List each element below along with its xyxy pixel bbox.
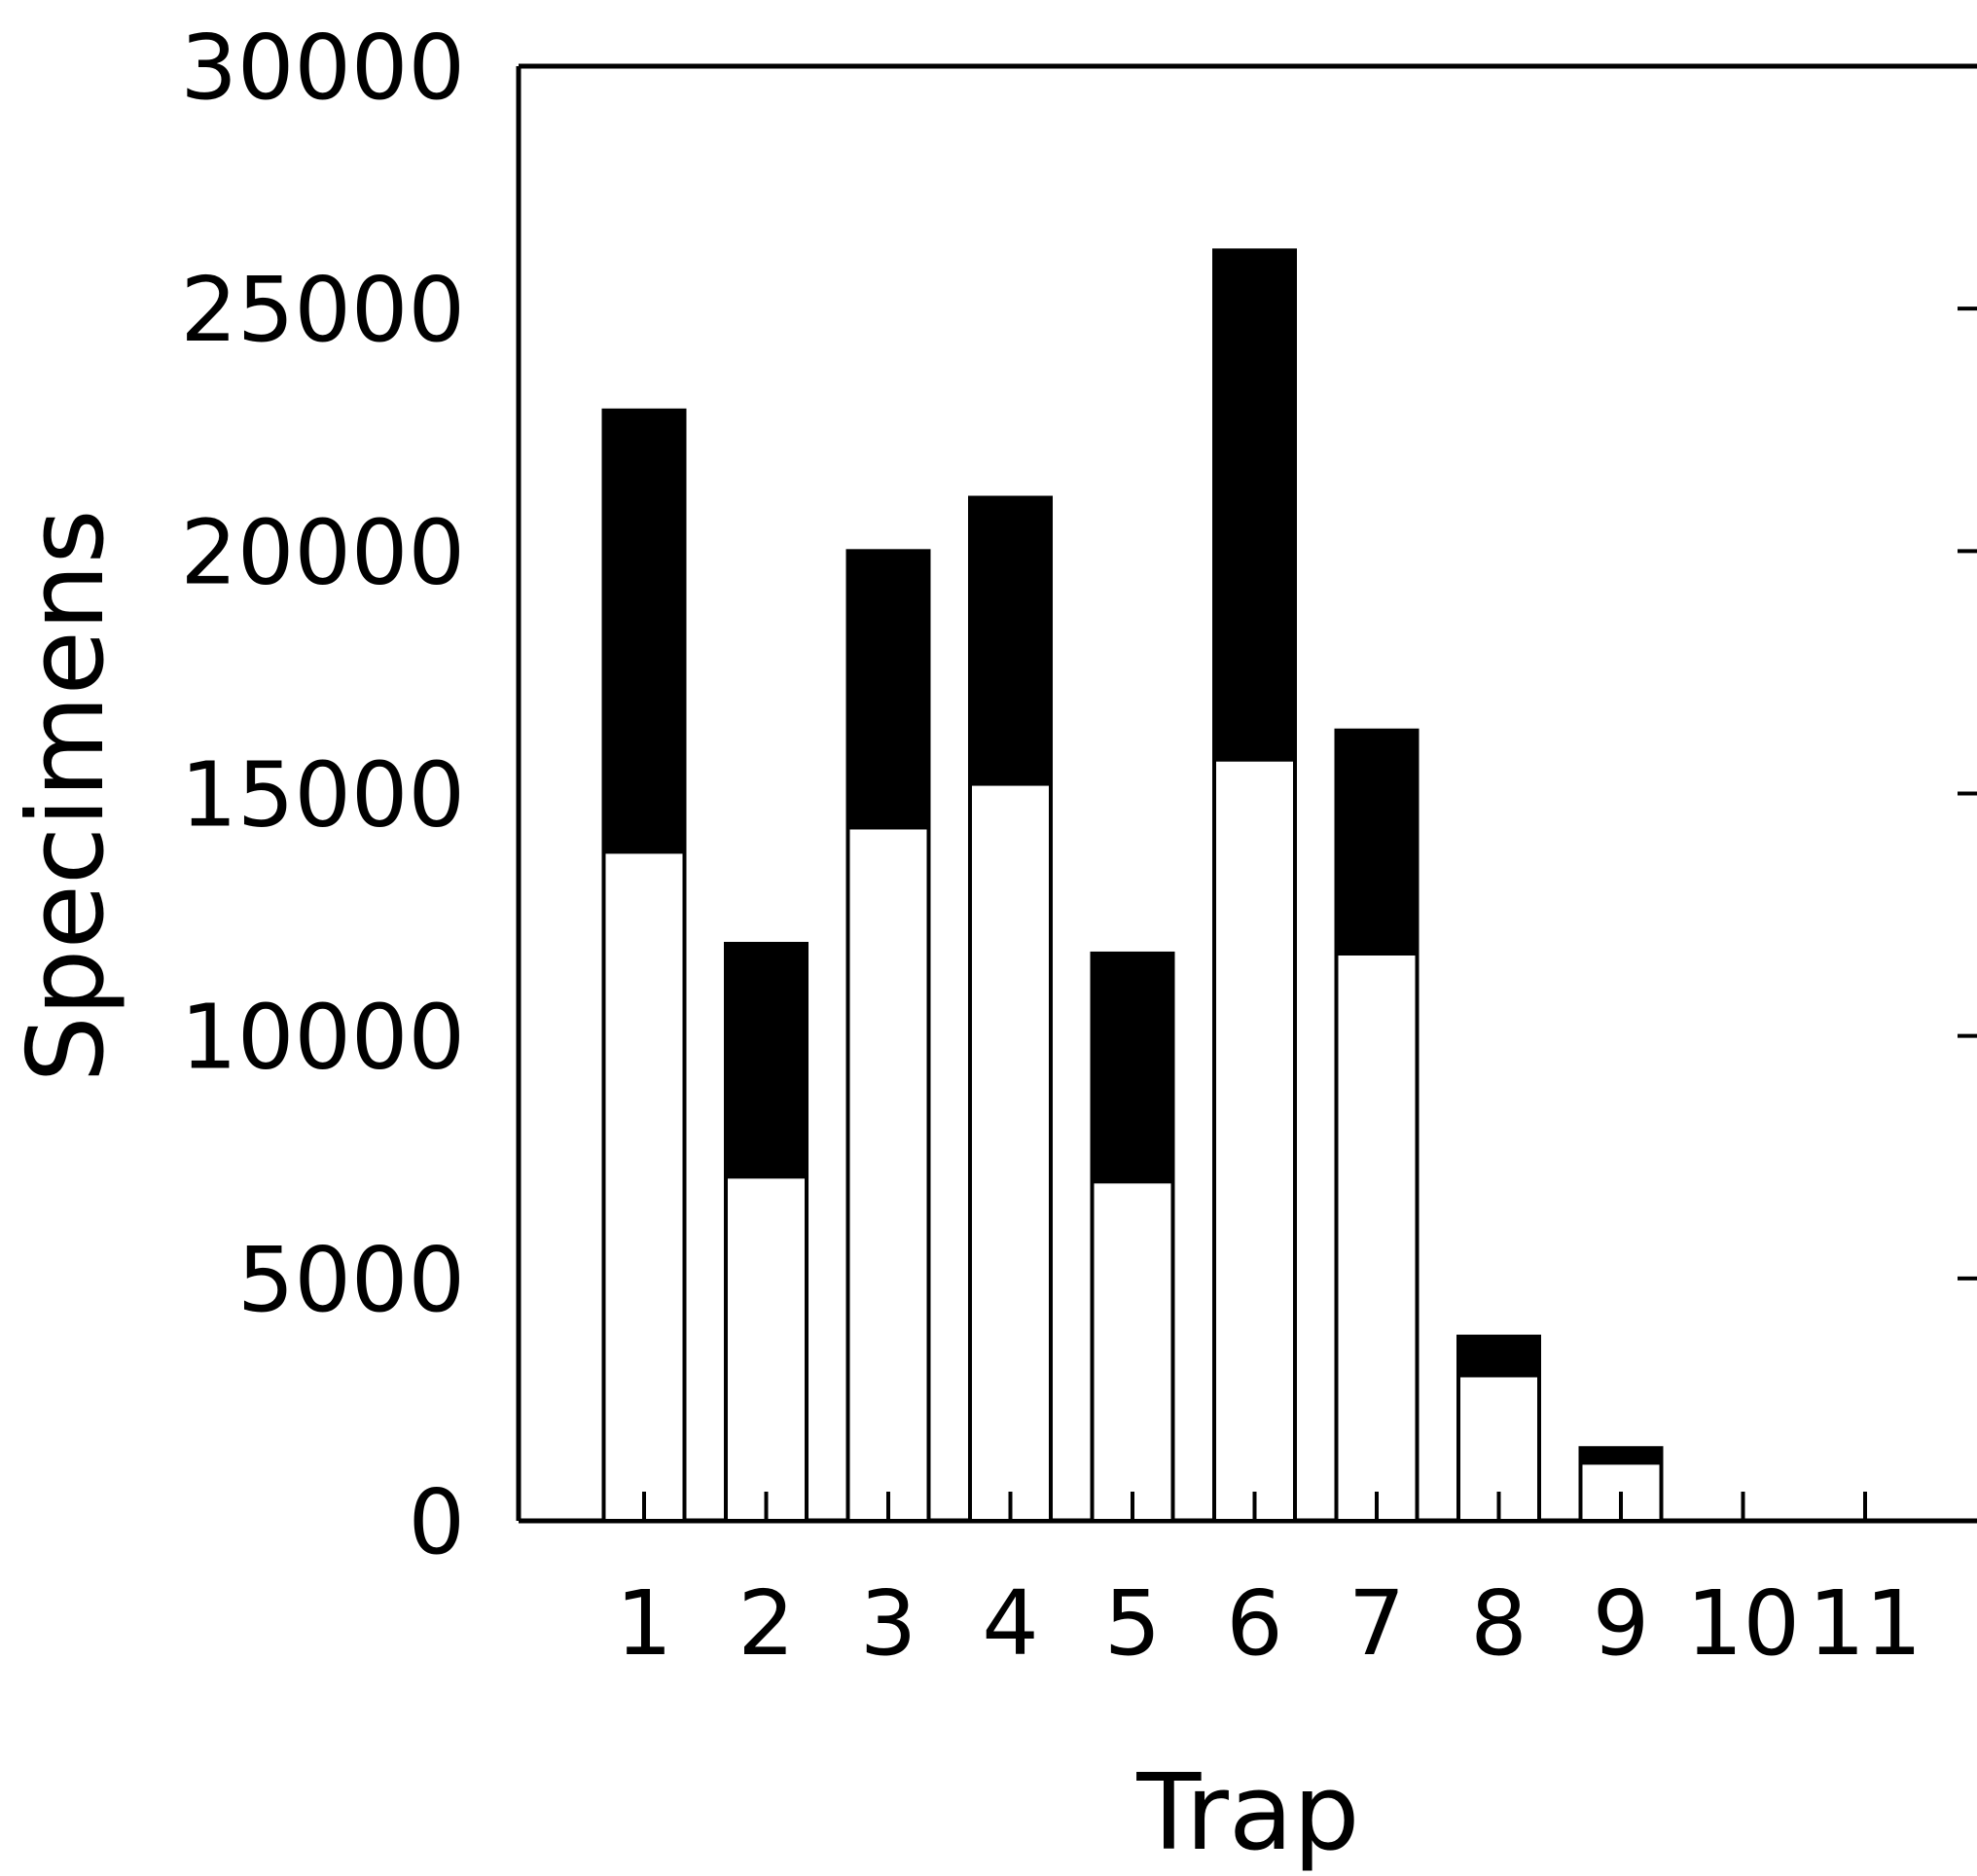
bar-segment-trap-1-series-1	[601, 849, 687, 1523]
x-tick-label-2: 2	[737, 1571, 795, 1676]
y-tick-label-10000: 10000	[180, 986, 465, 1090]
x-tick-label-10: 10	[1686, 1571, 1800, 1676]
bar-segment-trap-2-series-2	[724, 941, 809, 1179]
x-axis-ticks	[642, 1492, 1867, 1521]
bar-segment-trap-7-series-1	[1334, 951, 1420, 1523]
x-tick-label-1: 1	[616, 1571, 673, 1676]
y-tick-label-0: 0	[408, 1470, 465, 1574]
y-axis-tick-labels: 0 5000 10000 15000 20000 25000 30000	[180, 16, 465, 1574]
y-tick-label-25000: 25000	[180, 258, 465, 362]
bar-segment-trap-4-series-2	[968, 495, 1053, 786]
bar-segment-trap-8-series-2	[1456, 1334, 1541, 1378]
x-tick-label-4: 4	[982, 1571, 1039, 1676]
x-tick-label-3: 3	[860, 1571, 917, 1676]
bar-segment-trap-3-series-1	[845, 825, 931, 1523]
bar-segment-trap-6-series-2	[1212, 248, 1297, 762]
bar-segment-trap-5-series-1	[1090, 1179, 1175, 1523]
bar-segment-trap-7-series-2	[1334, 728, 1420, 956]
y-tick-label-20000: 20000	[180, 500, 465, 604]
x-tick-label-11: 11	[1808, 1571, 1922, 1676]
x-tick-label-8: 8	[1470, 1571, 1528, 1676]
bar-segment-trap-4-series-1	[968, 781, 1053, 1523]
x-axis-title: Trap	[1135, 1752, 1359, 1874]
right-axis-ticks	[1958, 307, 1977, 1281]
bar-segment-trap-2-series-1	[724, 1174, 809, 1524]
y-tick-label-15000: 15000	[180, 743, 465, 848]
x-tick-label-6: 6	[1226, 1571, 1283, 1676]
x-tick-label-7: 7	[1348, 1571, 1406, 1676]
bar-segment-trap-1-series-2	[601, 408, 687, 854]
x-axis-tick-labels: 1 2 3 4 5 6 7 8 9 10 11	[616, 1571, 1923, 1676]
x-tick-label-9: 9	[1593, 1571, 1650, 1676]
bar-segment-trap-6-series-1	[1212, 757, 1297, 1523]
y-tick-label-5000: 5000	[237, 1228, 465, 1332]
bar-segment-trap-3-series-2	[845, 549, 931, 830]
bar-segment-trap-9-series-2	[1578, 1446, 1664, 1465]
bar-segment-trap-5-series-2	[1090, 951, 1175, 1184]
y-axis-title: Specimens	[6, 509, 127, 1082]
x-tick-label-5: 5	[1104, 1571, 1162, 1676]
bars	[601, 248, 1664, 1524]
y-tick-label-30000: 30000	[180, 16, 465, 120]
